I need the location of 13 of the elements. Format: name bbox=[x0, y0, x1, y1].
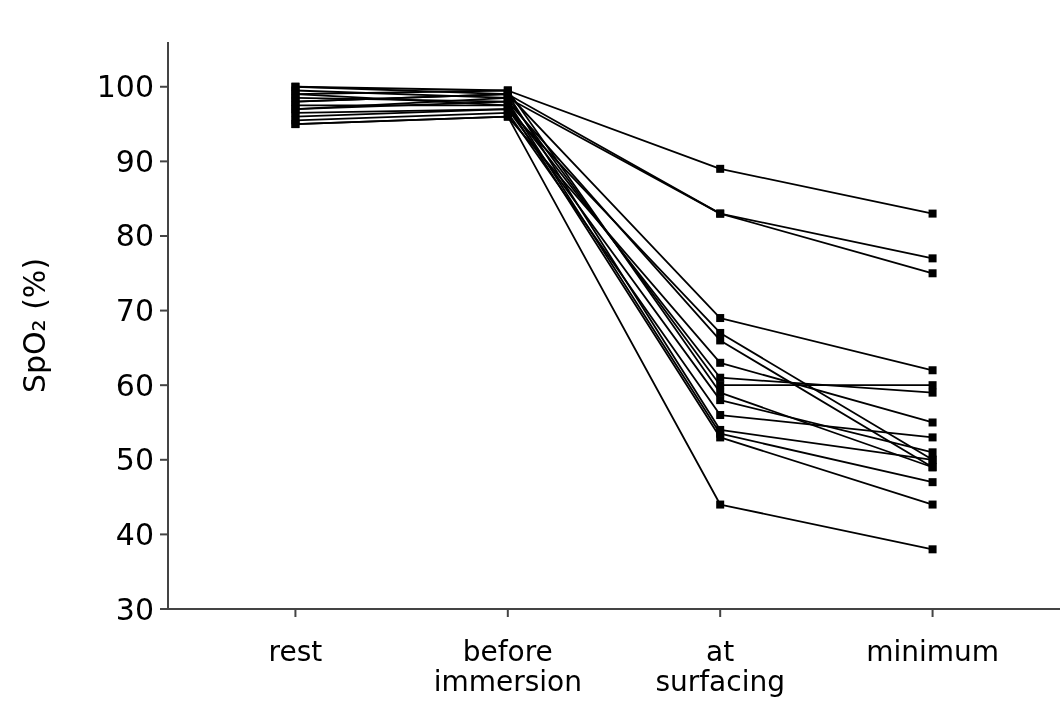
x-tick-label: before immersion bbox=[433, 635, 582, 698]
y-axis-title: SpO₂ (%) bbox=[17, 257, 52, 394]
x-tick-label: at surfacing bbox=[655, 635, 785, 698]
y-tick-label: 80 bbox=[115, 218, 154, 254]
y-tick-label: 60 bbox=[115, 367, 154, 403]
x-tick-label: minimum bbox=[866, 635, 1000, 668]
y-tick-label: 40 bbox=[115, 516, 154, 552]
y-tick-label: 70 bbox=[115, 293, 154, 329]
y-tick-label: 90 bbox=[115, 143, 154, 179]
y-tick-label: 100 bbox=[96, 69, 154, 105]
y-tick-label: 30 bbox=[115, 591, 154, 627]
y-tick-label: 50 bbox=[115, 442, 154, 478]
x-tick-label: rest bbox=[268, 635, 323, 668]
